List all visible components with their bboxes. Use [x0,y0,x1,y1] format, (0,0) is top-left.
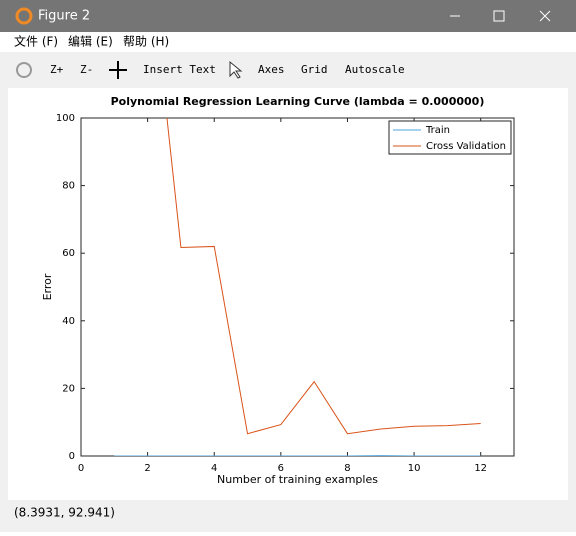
tool-zoom-in[interactable]: Z+ [50,63,64,76]
axes-box [81,118,514,456]
y-tick-label: 20 [62,383,75,394]
y-axis-label: Error [41,273,54,300]
status-text: (8.3931, 92.941) [14,506,115,520]
tool-autoscale[interactable]: Autoscale [345,63,405,76]
x-tick-label: 0 [78,463,84,474]
y-tick-label: 40 [62,316,75,327]
tool-zoom-out[interactable]: Z- [80,63,93,76]
menu-file[interactable]: 文件 (F) [14,34,58,49]
x-tick-label: 12 [474,463,487,474]
menu-edit[interactable]: 编辑 (E) [68,34,113,49]
menu-help[interactable]: 帮助 (H) [123,35,169,49]
x-axis-label: Number of training examples [217,473,378,486]
y-tick-label: 100 [56,113,75,124]
y-tick-label: 80 [62,181,75,192]
x-tick-label: 10 [408,463,421,474]
y-tick-label: 0 [69,451,75,462]
tool-grid[interactable]: Grid [301,63,328,76]
legend-label: Cross Validation [426,141,506,152]
window-title: Figure 2 [38,9,90,24]
y-tick-label: 60 [62,248,75,259]
chart-title: Polynomial Regression Learning Curve (la… [111,95,485,108]
tool-insert-text[interactable]: Insert Text [143,63,216,76]
legend-label: Train [425,125,450,136]
x-tick-label: 2 [144,463,150,474]
tool-axes[interactable]: Axes [258,63,285,76]
